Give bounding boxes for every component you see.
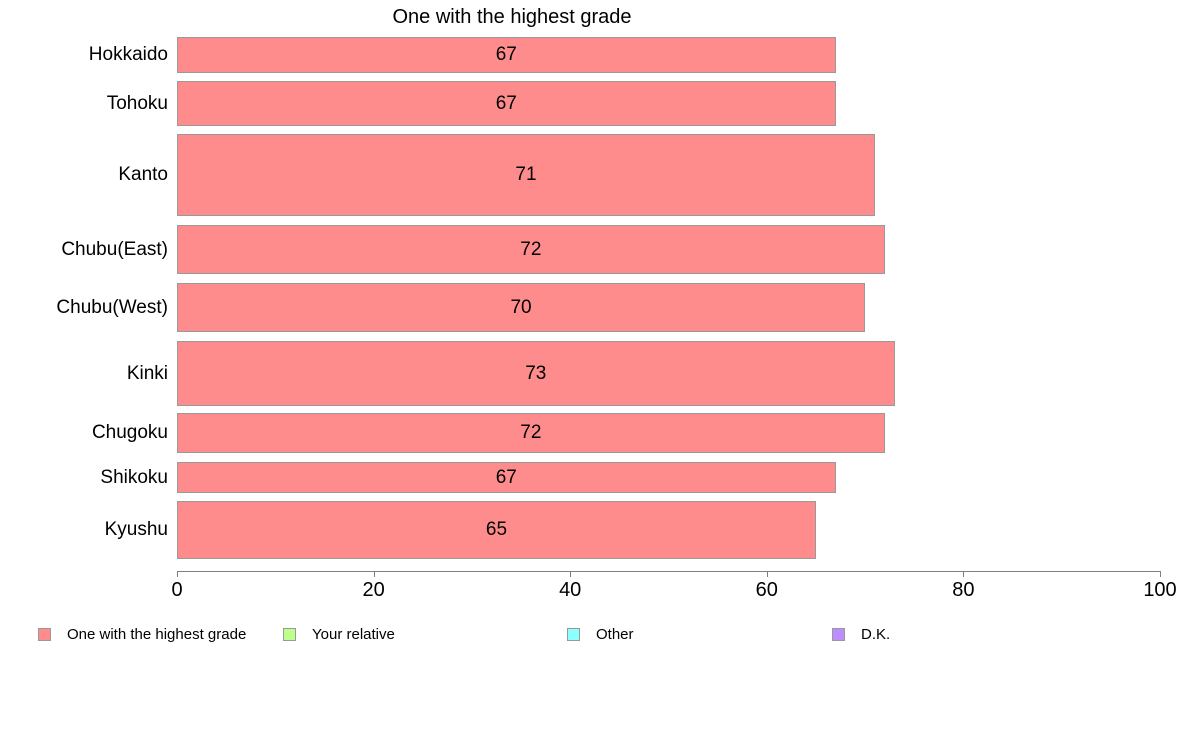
category-label: Kinki: [126, 362, 168, 384]
bar-value-label: 67: [495, 466, 517, 488]
bar: 67: [177, 37, 836, 73]
chart-title: One with the highest grade: [392, 6, 632, 28]
bar: 73: [177, 341, 895, 406]
bar-value-label: 73: [525, 362, 547, 384]
x-axis-tick: [570, 571, 572, 577]
legend-swatch-icon: [283, 628, 296, 641]
x-axis-tick: [766, 571, 768, 577]
bar-value-label: 67: [495, 44, 517, 65]
bar-value-label: 72: [520, 238, 542, 260]
bar: 67: [177, 81, 836, 126]
legend-item: Other: [567, 626, 634, 643]
bar: 65: [177, 501, 816, 559]
category-label: Hokkaido: [88, 44, 168, 65]
x-axis-line: [177, 571, 1161, 572]
category-label: Chubu(East): [61, 238, 168, 260]
category-label: Tohoku: [106, 92, 168, 114]
legend-label: One with the highest grade: [67, 626, 247, 643]
x-axis-tick-label: 80: [952, 579, 975, 601]
x-axis-tick: [373, 571, 375, 577]
x-axis-tick-label: 60: [755, 579, 778, 601]
legend-swatch-icon: [38, 628, 51, 641]
category-label: Kyushu: [104, 519, 168, 540]
category-label: Chugoku: [91, 422, 168, 443]
bar: 72: [177, 413, 885, 453]
legend-swatch-icon: [832, 628, 845, 641]
legend-item: D.K.: [832, 626, 890, 643]
bar: 70: [177, 283, 866, 332]
bar-value-label: 72: [520, 422, 542, 443]
bar-value-label: 71: [515, 164, 537, 185]
x-axis-tick: [177, 571, 178, 577]
x-axis-tick-label: 40: [559, 579, 582, 601]
category-label: Kanto: [118, 164, 168, 185]
legend-swatch-icon: [567, 628, 580, 641]
legend-label: Other: [596, 626, 634, 643]
bar-value-label: 67: [495, 92, 517, 114]
x-axis-tick: [1160, 571, 1161, 577]
x-axis-tick: [963, 571, 965, 577]
category-label: Shikoku: [100, 466, 168, 488]
category-label: Chubu(West): [56, 296, 168, 318]
bar-value-label: 70: [510, 296, 532, 318]
bar: 67: [177, 462, 836, 493]
x-axis-tick-label: 0: [171, 579, 183, 601]
bar: 72: [177, 225, 885, 274]
bar-value-label: 65: [485, 519, 508, 540]
legend-item: One with the highest grade: [38, 626, 246, 643]
x-axis-tick-label: 20: [362, 579, 385, 601]
x-axis-tick-label: 100: [1143, 579, 1177, 601]
legend-label: Your relative: [312, 626, 395, 643]
legend-item: Your relative: [283, 626, 395, 643]
legend-label: D.K.: [861, 626, 891, 643]
bar: 71: [177, 134, 875, 216]
